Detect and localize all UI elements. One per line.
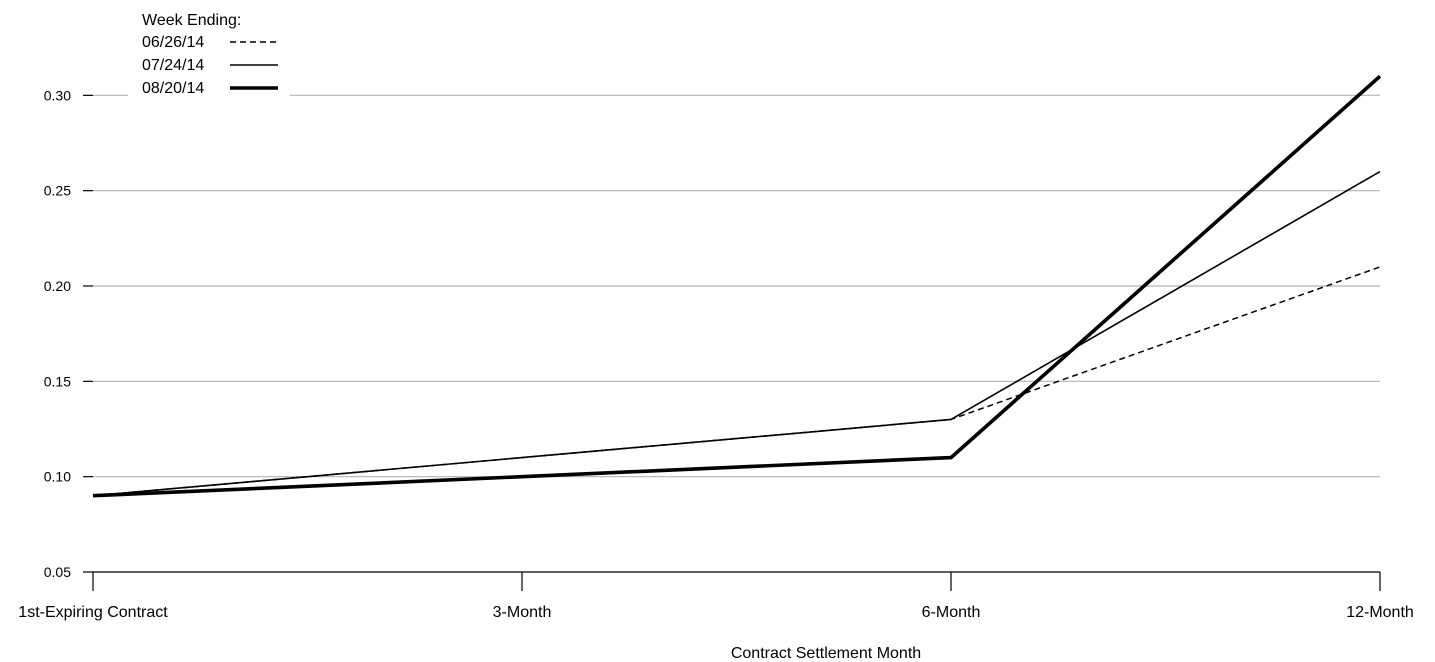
legend-title: Week Ending: (142, 12, 241, 29)
legend-label: 07/24/14 (142, 57, 204, 74)
legend-label: 06/26/14 (142, 34, 204, 51)
x-tick-label: 12-Month (1346, 604, 1414, 621)
y-tick-label: 0.15 (44, 373, 71, 389)
y-tick-label: 0.10 (44, 469, 71, 485)
gridlines (93, 94, 1380, 478)
y-tick-label: 0.25 (44, 183, 71, 199)
y-tick-label: 0.20 (44, 278, 71, 294)
series-line-08-20-14 (92, 74, 1382, 498)
x-tick-label: 1st-Expiring Contract (18, 604, 168, 621)
x-tick-label: 3-Month (493, 604, 552, 621)
x-tick-label: 6-Month (922, 604, 981, 621)
legend: Week Ending: 06/26/14 07/24/14 08/20/14 (128, 6, 290, 102)
y-tick-label: 0.30 (44, 87, 71, 103)
legend-label: 08/20/14 (142, 80, 204, 97)
legend-background (128, 6, 290, 102)
y-tick-label: 0.05 (44, 564, 71, 580)
x-axis: 1st-Expiring Contract 3-Month 6-Month 12-Mo… (18, 571, 1414, 621)
x-axis-title: Contract Settlement Month (731, 645, 921, 662)
series-line-07-24-14 (92, 170, 1381, 497)
series-lines (92, 74, 1382, 498)
y-axis: 0.05 0.10 0.15 0.20 0.25 0.30 (44, 87, 93, 580)
